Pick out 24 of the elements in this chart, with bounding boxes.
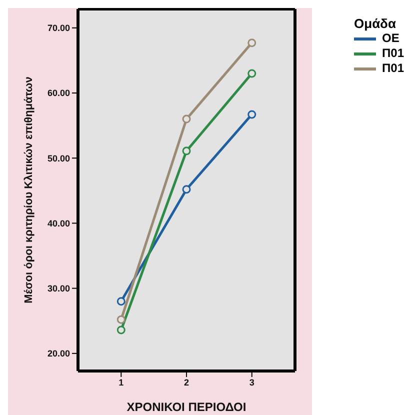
y-tick-label: 70.00	[47, 23, 70, 34]
point	[116, 315, 126, 324]
x-tick-label: 2	[184, 377, 190, 388]
y-tick-label: 50.00	[47, 153, 70, 164]
point	[116, 297, 126, 306]
legend-label: Π01	[382, 46, 404, 61]
point	[182, 185, 191, 194]
legend-label: Π01	[382, 61, 404, 76]
legend-label: ΟΕ	[382, 31, 400, 46]
point	[182, 146, 191, 156]
y-tick-label: 40.00	[47, 218, 70, 228]
point	[248, 38, 256, 48]
point	[116, 326, 126, 334]
x-axis-title: ΧΡΟΝΙΚΟΙ ΠΕΡΙΟΔΟΙ	[126, 400, 246, 414]
point	[182, 114, 191, 124]
legend-title: Ομάδα	[354, 16, 397, 31]
x-tick-label: 3	[249, 377, 254, 388]
y-tick-label: 20.00	[47, 348, 70, 359]
x-tick-label: 1	[118, 377, 124, 388]
y-tick-label: 30.00	[47, 284, 70, 294]
y-tick-label: 60.00	[47, 88, 70, 98]
y-axis-title: Μέσοι όροι κριτηρίου Κλιτικών επιθημάτων	[22, 76, 35, 304]
point	[248, 110, 256, 119]
point	[248, 69, 256, 78]
